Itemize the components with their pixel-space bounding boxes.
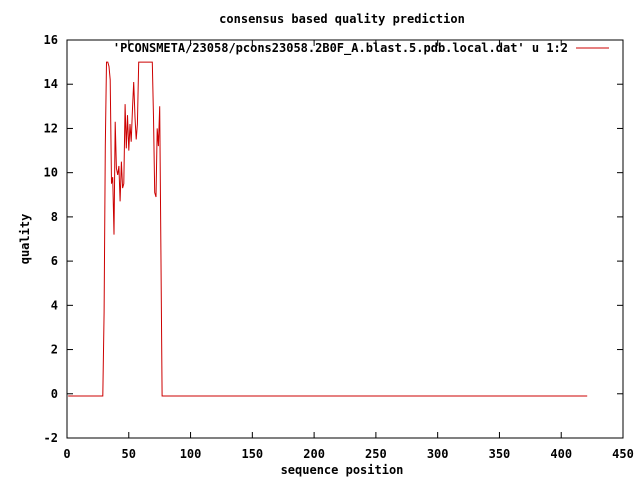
x-tick-label: 100 bbox=[180, 447, 202, 461]
x-tick-label: 400 bbox=[550, 447, 572, 461]
x-tick-label: 250 bbox=[365, 447, 387, 461]
y-tick-label: 14 bbox=[44, 77, 58, 91]
y-tick-label: 10 bbox=[44, 166, 58, 180]
x-tick-label: 150 bbox=[241, 447, 263, 461]
y-tick-label: -2 bbox=[44, 431, 58, 445]
x-tick-label: 350 bbox=[489, 447, 511, 461]
x-tick-label: 50 bbox=[122, 447, 136, 461]
y-tick-label: 0 bbox=[51, 387, 58, 401]
y-tick-label: 6 bbox=[51, 254, 58, 268]
x-tick-label: 300 bbox=[427, 447, 449, 461]
y-tick-label: 4 bbox=[51, 298, 58, 312]
chart-title: consensus based quality prediction bbox=[219, 12, 465, 26]
plot-frame bbox=[66, 39, 624, 439]
y-tick-label: 12 bbox=[44, 121, 58, 135]
x-axis-label: sequence position bbox=[281, 463, 404, 477]
y-tick-label: 16 bbox=[44, 33, 58, 47]
y-tick-label: 2 bbox=[51, 343, 58, 357]
x-tick-label: 200 bbox=[303, 447, 325, 461]
x-tick-label: 0 bbox=[63, 447, 70, 461]
y-axis-label: quality bbox=[18, 214, 32, 265]
x-axis: 0 50 100 150 200 250 300 350 400 450 bbox=[63, 40, 634, 461]
y-tick-label: 8 bbox=[51, 210, 58, 224]
legend-label: 'PCONSMETA/23058/pcons23058.2B0F_A.blast… bbox=[113, 41, 568, 56]
series-line bbox=[68, 61, 588, 397]
y-axis: -2 0 2 4 6 8 10 12 14 16 bbox=[44, 33, 623, 445]
legend: 'PCONSMETA/23058/pcons23058.2B0F_A.blast… bbox=[113, 41, 609, 56]
x-tick-label: 450 bbox=[612, 447, 634, 461]
